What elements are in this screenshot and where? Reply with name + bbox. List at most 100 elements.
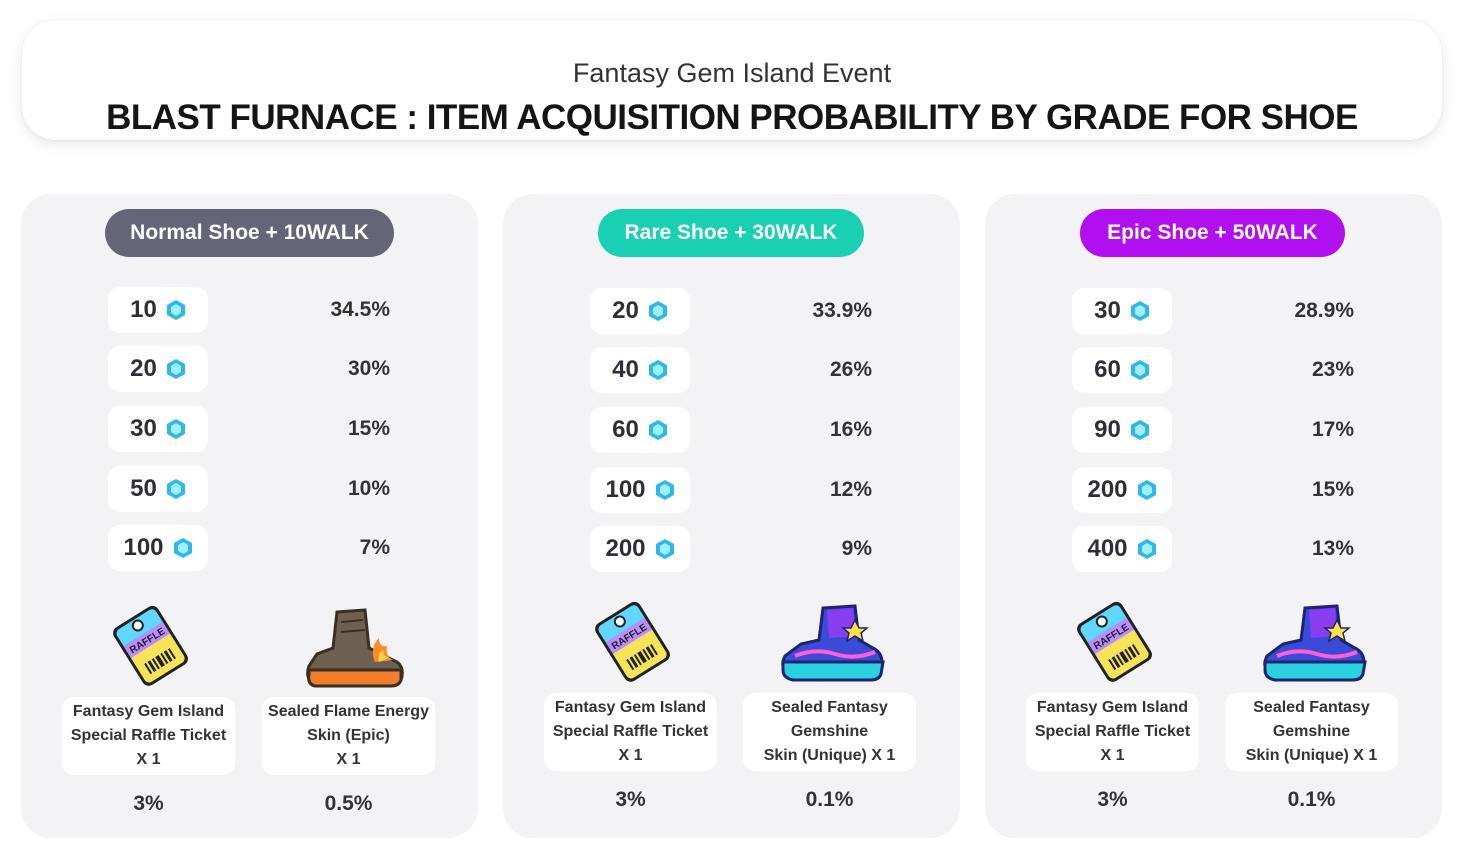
gem-amount-chip: 60 (1072, 347, 1172, 393)
reward-card: Fantasy Gem Island Special Raffle Ticket… (1026, 693, 1199, 771)
reward-card: Sealed Fantasy Gemshine Skin (Unique) X … (1225, 693, 1398, 771)
gem-icon (173, 538, 192, 558)
event-subtitle: Fantasy Gem Island Event (572, 58, 892, 88)
gem-icon (166, 359, 185, 379)
gem-amount: 30 (130, 415, 157, 442)
gem-amount: 20 (612, 297, 639, 324)
gem-amount: 90 (1094, 416, 1121, 443)
reward-name-line: X 1 (1100, 747, 1125, 764)
raffle-ticket-icon: RAFFLE (113, 605, 188, 686)
probability-value: 12% (829, 478, 872, 501)
panel-epic-shoe: Epic Shoe + 50WALK 30 28.9% 60 23% 90 17… (985, 194, 1442, 838)
probability-value: 15% (347, 417, 390, 440)
gemshine-sneaker-icon (1263, 604, 1367, 682)
gem-amount-chip: 20 (108, 346, 208, 392)
gem-amount: 60 (1094, 356, 1121, 383)
reward-name-line: Gemshine (790, 723, 869, 740)
gem-amount-chip: 400 (1072, 526, 1172, 572)
probability-value: 10% (347, 477, 390, 500)
gem-amount: 30 (1094, 297, 1121, 324)
gem-amount: 200 (1087, 476, 1128, 503)
probability-value: 33.9% (812, 299, 872, 322)
gem-amount-chip: 100 (590, 467, 690, 513)
reward-name-line: Sealed Fantasy (771, 699, 888, 716)
gem-amount: 40 (612, 356, 639, 383)
reward-probability: 0.1% (805, 788, 854, 811)
reward-card: Sealed Flame Energy Skin (Epic) X 1 (262, 697, 435, 775)
probability-value: 15% (1311, 478, 1354, 501)
gem-icon (648, 301, 667, 321)
reward-name-line: Special Raffle Ticket (552, 723, 709, 740)
reward-name-line: Skin (Unique) X 1 (763, 747, 896, 764)
reward-name-line: X 1 (336, 751, 361, 768)
gem-icon (1130, 420, 1149, 440)
probability-value: 26% (829, 358, 872, 381)
gem-amount-chip: 30 (1072, 288, 1172, 334)
gem-icon (166, 419, 185, 439)
grade-pill-epic: Epic Shoe + 50WALK (1080, 209, 1345, 257)
reward-probability: 3% (1097, 788, 1128, 811)
probability-value: 17% (1311, 418, 1354, 441)
probability-value: 7% (359, 536, 390, 559)
probability-value: 28.9% (1294, 299, 1354, 322)
reward-name-line: Sealed Fantasy (1253, 699, 1370, 716)
probability-value: 30% (347, 357, 390, 380)
gem-amount-chip: 200 (590, 526, 690, 572)
reward-name-line: Skin (Epic) (307, 727, 390, 744)
reward-name-line: Gemshine (1272, 723, 1351, 740)
probability-value: 16% (829, 418, 872, 441)
gem-amount: 60 (612, 416, 639, 443)
grade-pill-normal: Normal Shoe + 10WALK (105, 209, 394, 257)
gem-icon (166, 479, 185, 499)
gem-amount: 400 (1087, 535, 1128, 562)
reward-name-line: Fantasy Gem Island (1036, 699, 1189, 716)
gem-amount: 100 (605, 476, 646, 503)
gem-icon (655, 480, 674, 500)
probability-value: 13% (1311, 537, 1354, 560)
reward-probability: 0.5% (324, 792, 373, 815)
gem-amount-chip: 40 (590, 347, 690, 393)
gem-amount-chip: 90 (1072, 407, 1172, 453)
gem-amount-chip: 50 (108, 466, 208, 512)
gem-icon (655, 539, 674, 559)
gem-amount-chip: 60 (590, 407, 690, 453)
reward-name-line: Fantasy Gem Island (554, 699, 707, 716)
gem-amount: 10 (130, 296, 157, 323)
reward-probability: 3% (615, 788, 646, 811)
flame-boot-icon (306, 608, 404, 688)
gem-icon (1137, 480, 1156, 500)
gem-icon (166, 300, 185, 320)
gem-amount-chip: 10 (108, 287, 208, 333)
gem-amount-chip: 100 (108, 525, 208, 571)
grade-pill-rare: Rare Shoe + 30WALK (598, 209, 864, 257)
gem-amount-chip: 30 (108, 406, 208, 452)
header-card: Fantasy Gem Island Event BLAST FURNACE :… (22, 20, 1442, 140)
gem-amount: 20 (130, 355, 157, 382)
gem-icon (648, 420, 667, 440)
page-title: BLAST FURNACE : ITEM ACQUISITION PROBABI… (106, 98, 1358, 137)
reward-card: Sealed Fantasy Gemshine Skin (Unique) X … (743, 693, 916, 771)
gem-amount-chip: 20 (590, 288, 690, 334)
reward-name-line: Skin (Unique) X 1 (1245, 747, 1378, 764)
panel-normal-shoe: Normal Shoe + 10WALK 10 34.5% 20 30% 30 … (21, 194, 478, 838)
gem-amount: 100 (123, 534, 164, 561)
reward-name-line: X 1 (618, 747, 643, 764)
probability-value: 9% (841, 537, 872, 560)
gem-icon (1130, 360, 1149, 380)
probability-value: 34.5% (330, 298, 390, 321)
reward-probability: 3% (133, 792, 164, 815)
reward-name-line: Special Raffle Ticket (70, 727, 227, 744)
probability-value: 23% (1311, 358, 1354, 381)
reward-probability: 0.1% (1287, 788, 1336, 811)
gem-icon (1130, 301, 1149, 321)
panel-rare-shoe: Rare Shoe + 30WALK 20 33.9% 40 26% 60 16… (503, 194, 960, 838)
gem-amount: 50 (130, 475, 157, 502)
reward-card: Fantasy Gem Island Special Raffle Ticket… (62, 697, 235, 775)
reward-name-line: Sealed Flame Energy (268, 703, 429, 720)
reward-name-line: Special Raffle Ticket (1034, 723, 1191, 740)
reward-name-line: Fantasy Gem Island (72, 703, 225, 720)
raffle-ticket-icon: RAFFLE (595, 601, 670, 682)
gem-amount: 200 (605, 535, 646, 562)
gem-icon (648, 360, 667, 380)
reward-name-line: X 1 (136, 751, 161, 768)
